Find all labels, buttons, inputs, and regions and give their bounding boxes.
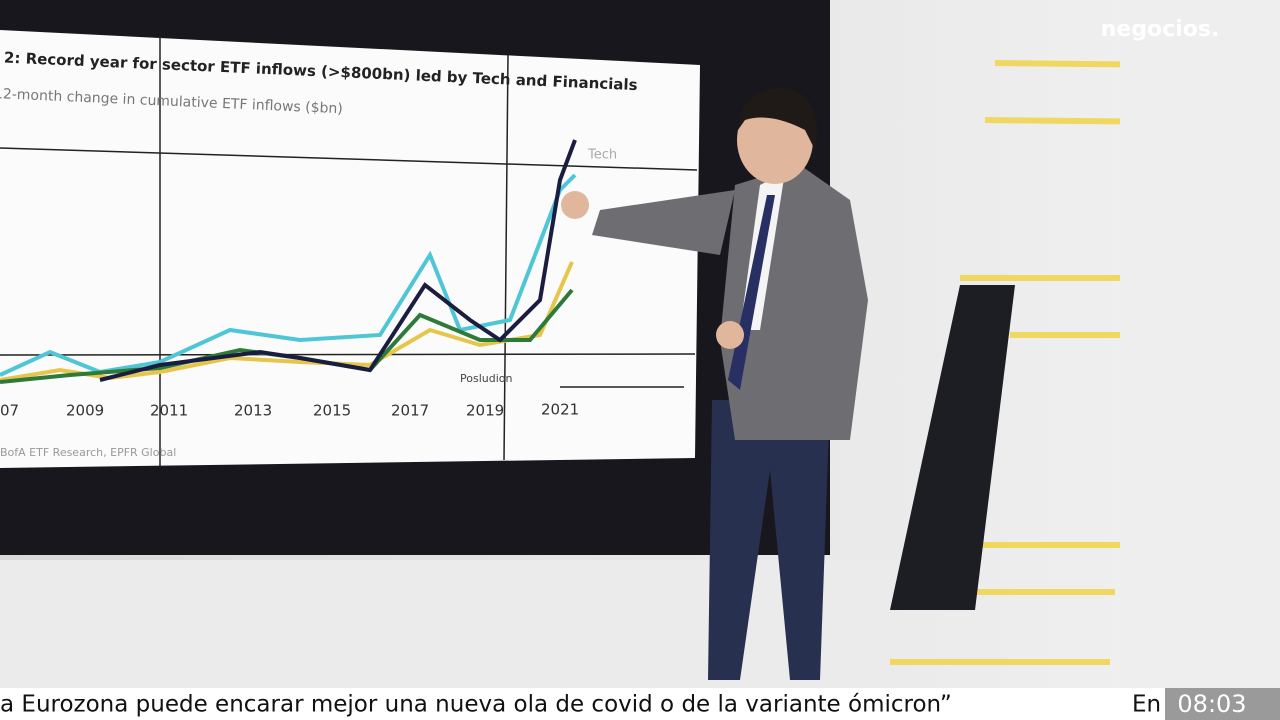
desk-floor: [0, 560, 900, 690]
x-label: 2011: [150, 402, 188, 420]
x-label: 2015: [313, 402, 351, 420]
ticker-bar: [0, 688, 1280, 720]
x-label: 2021: [541, 401, 579, 419]
presenter: [561, 88, 868, 680]
line-label: Posludion: [460, 372, 512, 385]
chart-screen: [0, 30, 700, 468]
clock-box: [1165, 688, 1280, 720]
x-label: 2013: [234, 402, 272, 420]
x-label: 07: [0, 402, 19, 420]
ticker-headline: a Eurozona puede encarar mejor una nueva…: [0, 692, 952, 718]
studio-lights: [890, 60, 1181, 665]
screen-source: BofA ETF Research, EPFR Global: [0, 446, 176, 459]
screen-chart-lines: [0, 139, 577, 384]
ticker-next: En: [1132, 692, 1161, 718]
channel-logo: negocios.: [1101, 17, 1220, 42]
line-label: Tech: [587, 148, 617, 163]
x-label: 2009: [66, 402, 104, 420]
x-label: 2017: [391, 402, 429, 420]
screen-x-labels: 07 2009 2011 2013 2015 2017 2019 2021: [0, 401, 579, 420]
wall-panel: [1120, 0, 1280, 690]
screen-gridlines: [0, 35, 698, 466]
x-label: 2019: [466, 402, 504, 420]
dark-panel: [890, 285, 1015, 610]
clock: 08:03: [1177, 690, 1246, 718]
